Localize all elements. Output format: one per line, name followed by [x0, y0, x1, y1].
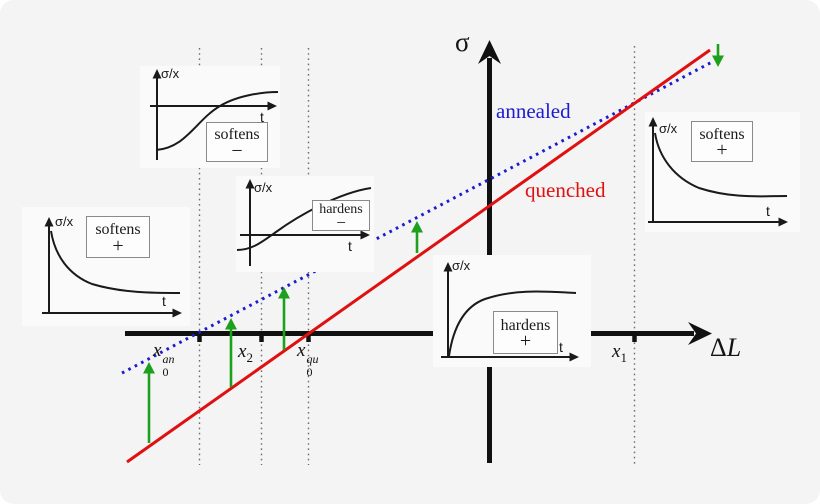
behavior-box: softens − — [206, 122, 268, 162]
inset-x-label: t — [559, 339, 563, 355]
x-tick-label-x1: x1 — [612, 341, 627, 365]
x-axis-label: ΔL — [710, 333, 741, 363]
behavior-sign: + — [519, 330, 532, 353]
inset-y-label: σ/x — [55, 214, 74, 229]
relax-arrow-4-head-icon — [411, 221, 423, 233]
behavior-box: hardens − — [312, 200, 370, 231]
inset-softens-minus: σ/x t softens − — [140, 66, 280, 168]
decay-curve — [50, 230, 181, 294]
inset-softens-minus-svg — [150, 69, 279, 160]
inset-softens-plus-right-svg — [648, 117, 788, 227]
inset-y-label: σ/x — [659, 121, 678, 136]
behavior-label: hardens — [500, 316, 551, 334]
behavior-sign: + — [112, 234, 124, 257]
inset-softens-plus-left: σ/x t softens + — [22, 207, 190, 326]
saturating-curve — [448, 290, 577, 357]
relax-arrow-3-head-icon — [278, 287, 290, 299]
inset-x-label: t — [162, 293, 166, 309]
x-tick-label-x0an: x an 0 — [153, 340, 175, 379]
inset-hardens-minus: σ/x t hardens − — [236, 176, 374, 272]
inset-hardens-plus-svg — [441, 262, 579, 362]
inset-y-label: σ/x — [161, 66, 180, 81]
l-symbol: L — [726, 333, 742, 362]
quenched-line — [126, 48, 711, 464]
sigmoid-curve — [155, 91, 279, 151]
inset-x-label: t — [348, 238, 352, 254]
decay-curve — [654, 132, 788, 198]
delta-symbol: Δ — [710, 333, 727, 362]
behavior-sign: − — [231, 139, 243, 162]
behavior-sign: + — [716, 139, 728, 162]
behavior-box: hardens + — [493, 311, 558, 354]
relax-arrow-1-head-icon — [143, 362, 155, 374]
sigmoid-curve — [236, 187, 372, 251]
inset-softens-plus-right: σ/x t softens + — [645, 112, 800, 232]
inset-x-label: t — [766, 203, 770, 219]
inset-x-label: t — [260, 109, 264, 125]
inset-y-label: σ/x — [254, 180, 273, 195]
inset-softens-plus-left-svg — [42, 217, 182, 318]
behavior-label: softens — [95, 221, 141, 238]
x-tick-label-x2: x2 — [238, 341, 253, 365]
annealed-line-label: annealed — [496, 99, 571, 123]
annealed-line — [121, 60, 713, 375]
relax-arrow-2-head-icon — [225, 318, 237, 330]
inset-y-label: σ/x — [452, 258, 471, 273]
behavior-label: softens — [214, 126, 260, 143]
relax-arrow-down-head-icon — [712, 55, 724, 67]
y-axis-label: σ — [455, 27, 470, 57]
behavior-box: softens + — [86, 216, 150, 258]
behavior-sign: − — [336, 213, 346, 233]
inset-hardens-plus: σ/x t hardens + — [433, 255, 591, 367]
behavior-label: hardens — [319, 201, 363, 217]
sigma-axis-arrowhead-icon — [478, 40, 501, 64]
inset-hardens-minus-svg — [236, 179, 372, 266]
quenched-line-label: quenched — [525, 178, 606, 202]
behavior-box: softens + — [691, 121, 753, 162]
behavior-label: softens — [699, 125, 745, 143]
x-tick-label-x0qu: x qu 0 — [297, 340, 319, 379]
delta-l-axis-arrowhead-icon — [688, 322, 712, 345]
